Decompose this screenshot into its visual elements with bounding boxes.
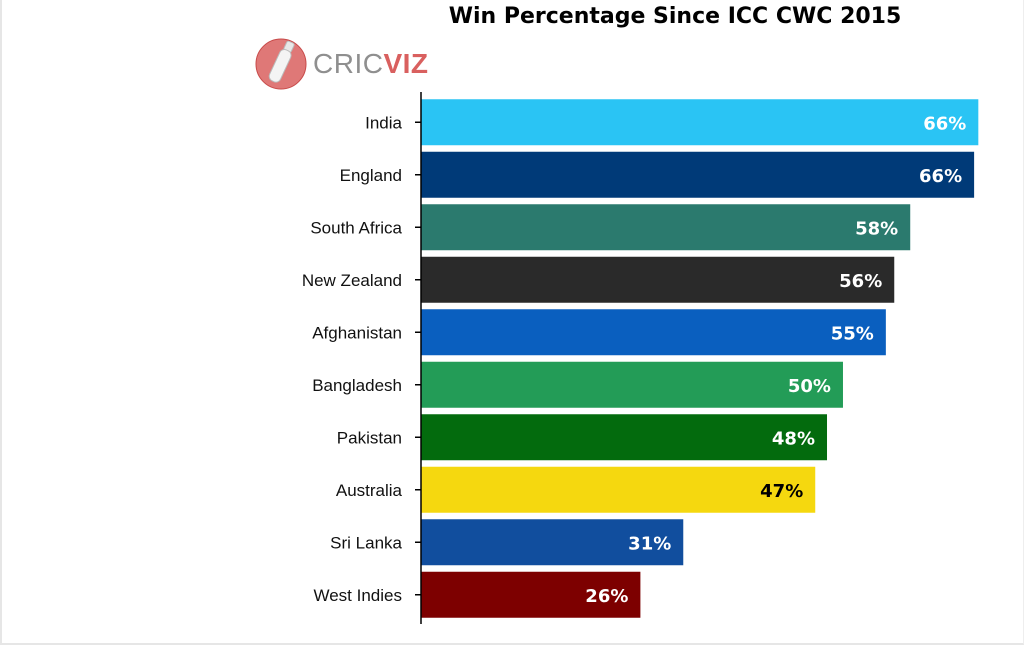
value-label: 47% <box>760 481 803 502</box>
value-label: 48% <box>772 428 815 449</box>
bar-south-africa <box>421 204 911 251</box>
bar-india <box>421 99 979 146</box>
category-label: India <box>365 113 402 132</box>
bar-pakistan <box>421 414 828 461</box>
value-label: 50% <box>788 376 831 397</box>
category-label: Australia <box>336 481 403 500</box>
value-label: 66% <box>923 113 966 134</box>
logo-text-viz: VIZ <box>383 48 429 79</box>
bar-new-zealand <box>421 256 895 303</box>
category-label: New Zealand <box>302 271 402 290</box>
value-label: 31% <box>628 533 671 554</box>
chart-title: Win Percentage Since ICC CWC 2015 <box>448 4 902 29</box>
cricket-bat-ball-icon <box>255 38 307 90</box>
category-label: South Africa <box>310 218 402 237</box>
bar-afghanistan <box>421 309 886 356</box>
bar-bangladesh <box>421 361 843 408</box>
category-label: West Indies <box>313 586 402 605</box>
bar-england <box>421 151 975 198</box>
value-label: 26% <box>585 586 628 607</box>
category-label: Sri Lanka <box>330 533 402 552</box>
bar-west-indies <box>421 571 641 618</box>
logo-wordmark: CRICVIZ <box>313 48 429 80</box>
value-label: 56% <box>839 271 882 292</box>
category-label: Pakistan <box>337 428 402 447</box>
bar-australia <box>421 466 816 513</box>
category-label: England <box>340 166 402 185</box>
logo-text-cric: CRIC <box>313 48 384 79</box>
category-label: Bangladesh <box>312 376 402 395</box>
value-label: 55% <box>831 323 874 344</box>
value-label: 58% <box>855 218 898 239</box>
value-label: 66% <box>919 166 962 187</box>
cricviz-logo: CRICVIZ <box>255 36 429 92</box>
category-label: Afghanistan <box>312 323 402 342</box>
bar-sri-lanka <box>421 519 684 566</box>
